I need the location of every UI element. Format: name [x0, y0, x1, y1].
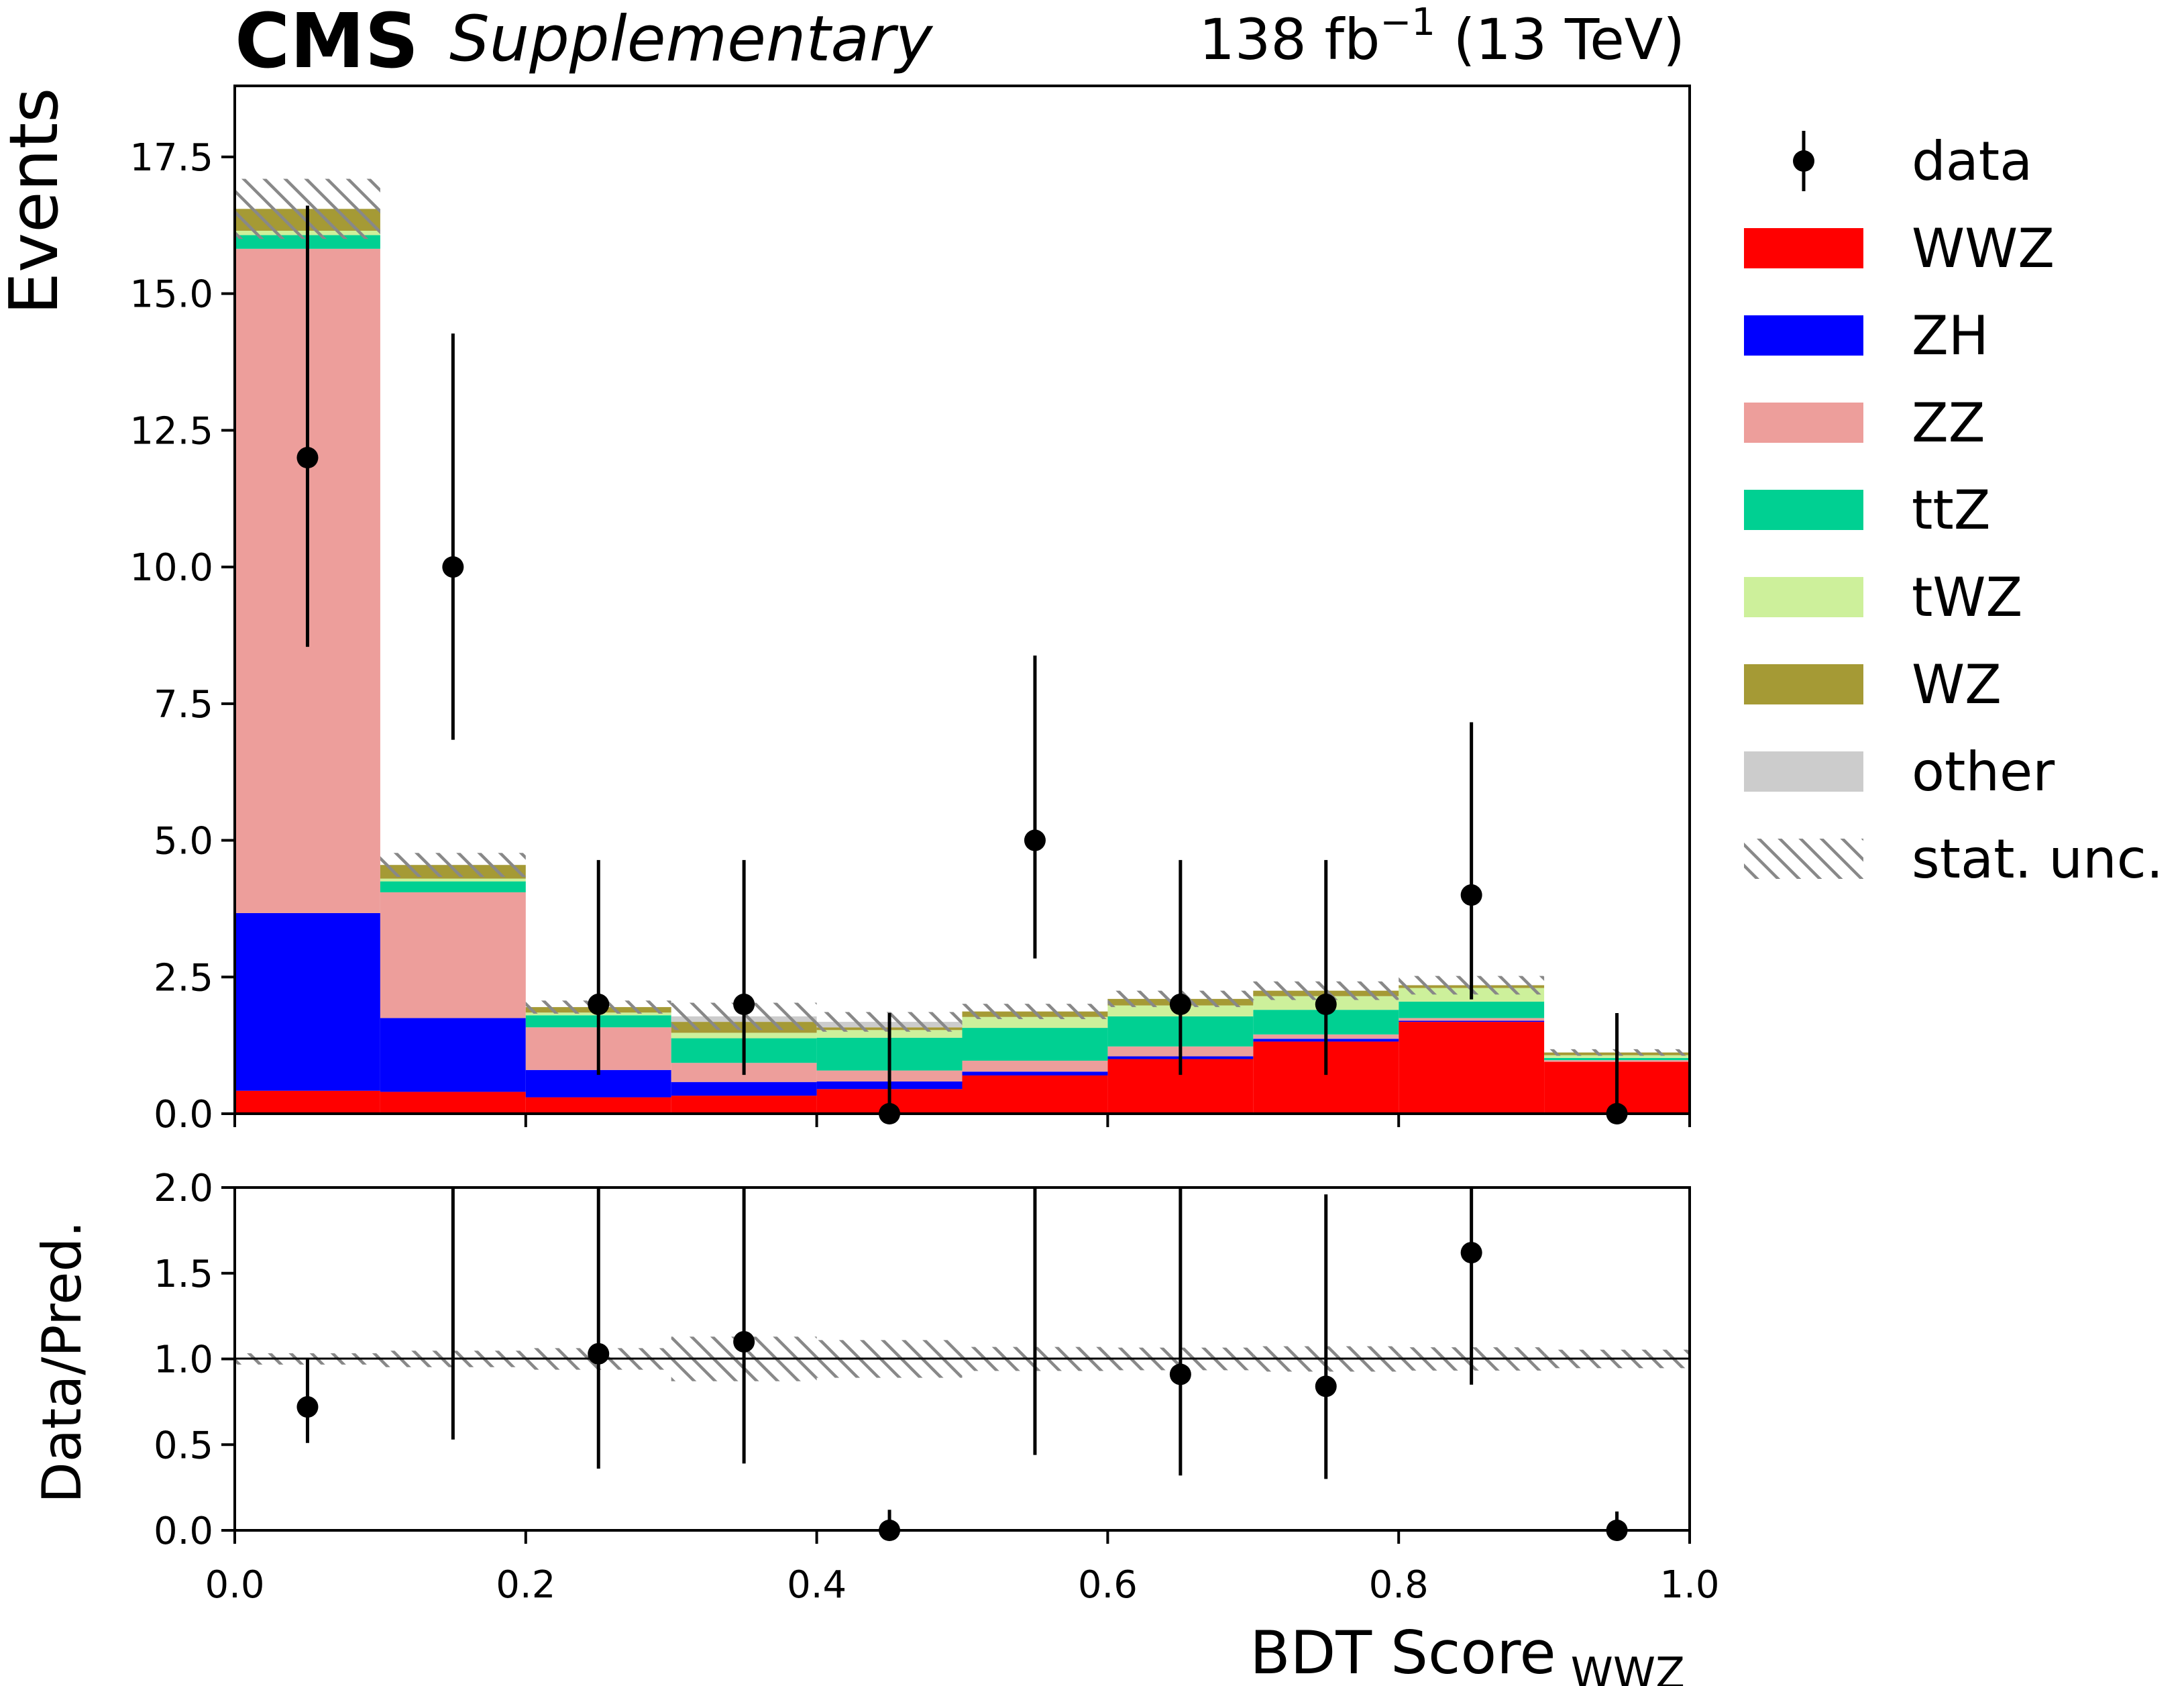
data-point-5: [1024, 829, 1046, 851]
ratio-y-tick-label: 1.0: [154, 1338, 213, 1382]
data-points: [296, 205, 1628, 1124]
bar-twz-bin-5: [962, 1016, 1108, 1029]
lumi-suffix: (13 TeV): [1435, 7, 1685, 72]
ratio-y-tick-label: 0.0: [154, 1510, 213, 1553]
ratio-y-tick-label: 1.5: [154, 1253, 213, 1296]
bar-ttz-bin-8: [1399, 1001, 1545, 1018]
x-axis-label-main: BDT Score: [1250, 1618, 1555, 1686]
legend-label-wz: WZ: [1912, 653, 2002, 716]
bar-wwz-bin-1: [380, 1092, 526, 1114]
ratio-y-tick-label: 2.0: [154, 1167, 213, 1210]
legend-label-zh: ZH: [1912, 305, 1989, 367]
legend-patch-wz: [1744, 664, 1863, 704]
y-tick-label: 7.5: [154, 683, 213, 727]
bar-wwz-bin-0: [235, 1090, 380, 1114]
x-tick-label: 0.8: [1369, 1563, 1429, 1607]
y-tick-label: 0.0: [154, 1093, 213, 1137]
legend-patch-zz: [1744, 403, 1863, 443]
ratio-point-8: [1460, 1242, 1482, 1264]
main-frame: [233, 85, 1691, 1115]
data-point-8: [1460, 884, 1482, 906]
legend-label-other: other: [1912, 741, 2055, 803]
legend: data WWZ ZH ZZ ttZ tWZ WZ other stat. unc.: [1744, 130, 2163, 890]
x-tick-label: 0.2: [496, 1563, 555, 1607]
data-point-0: [296, 447, 319, 469]
stat-unc-bin-1: [380, 853, 526, 878]
y-tick-label: 2.5: [154, 956, 213, 1000]
x-axis-label: BDT Score WWZ: [1250, 1618, 1685, 1686]
bar-wwz-bin-5: [962, 1075, 1108, 1114]
data-point-7: [1315, 994, 1337, 1016]
stat-unc-bin-5: [962, 1004, 1108, 1020]
x-tick-label: 0.4: [787, 1563, 847, 1607]
legend-label-wwz: WWZ: [1912, 217, 2055, 280]
x-axis-label-sub: WWZ: [1571, 1649, 1685, 1686]
data-point-3: [733, 994, 755, 1016]
legend-patch-twz: [1744, 577, 1863, 617]
data-point-6: [1169, 994, 1191, 1016]
bar-zz-bin-8: [1399, 1018, 1545, 1021]
ratio-point-7: [1315, 1375, 1337, 1398]
legend-patch-wwz: [1744, 228, 1863, 268]
y-tick-label: 17.5: [129, 136, 213, 180]
legend-patch-other: [1744, 751, 1863, 792]
supplementary-label: Supplementary: [449, 3, 934, 76]
legend-label-stat-unc-: stat. unc.: [1912, 828, 2163, 890]
bar-zh-bin-1: [380, 1018, 526, 1092]
x-tick-label: 1.0: [1659, 1563, 1719, 1607]
bar-wwz-bin-2: [525, 1097, 671, 1114]
legend-label-twz: tWZ: [1912, 566, 2022, 629]
lumi-exponent: −1: [1380, 1, 1435, 44]
y-tick-label: 12.5: [129, 409, 213, 453]
y-tick-label: 15.0: [129, 273, 213, 317]
bar-ttz-bin-5: [962, 1028, 1108, 1061]
lumi-prefix: 138 fb: [1199, 7, 1380, 72]
ratio-point-0: [296, 1396, 319, 1418]
x-tick-label: 0.6: [1078, 1563, 1138, 1607]
legend-label-ttz: ttZ: [1912, 479, 1991, 541]
bar-zz-bin-1: [380, 892, 526, 1018]
bar-twz-bin-1: [380, 878, 526, 882]
ratio-point-3: [733, 1330, 755, 1353]
legend-patch-stat-unc-: [1744, 839, 1863, 879]
bar-zh-bin-3: [671, 1082, 817, 1096]
legend-marker-data: [1793, 150, 1814, 172]
bar-zh-bin-8: [1399, 1020, 1545, 1022]
stacked-histogram: [235, 209, 1690, 1114]
y-tick-label: 10.0: [129, 546, 213, 590]
data-point-2: [588, 994, 610, 1016]
legend-label-zz: ZZ: [1912, 392, 1985, 454]
ratio-y-axis-label: Data/Pred.: [31, 1220, 93, 1503]
experiment-label: CMS: [235, 0, 419, 85]
bar-wwz-bin-3: [671, 1096, 817, 1114]
main-axes: 0.0 2.5 5.0 7.5 10.0 12.5 15.0 17.5: [129, 85, 1691, 1137]
data-point-1: [442, 556, 464, 578]
bar-zh-bin-0: [235, 912, 380, 1091]
bar-zh-bin-5: [962, 1071, 1108, 1075]
ratio-point-2: [588, 1342, 610, 1365]
lumi-label: 138 fb−1 (13 TeV): [1199, 1, 1685, 72]
ratio-y-tick-label: 0.5: [154, 1424, 213, 1467]
ratio-point-6: [1169, 1363, 1191, 1385]
y-tick-label: 5.0: [154, 820, 213, 863]
bar-ttz-bin-1: [380, 881, 526, 892]
bar-zz-bin-5: [962, 1060, 1108, 1072]
y-axis-label: Events: [0, 88, 73, 315]
ratio-axes: 0.0 0.5 1.0 1.5 2.0 0.0 0.2 0.4 0.6 0.8 1.0: [154, 1167, 1720, 1607]
bar-wwz-bin-8: [1399, 1022, 1545, 1114]
ratio-points: [296, 1188, 1628, 1541]
legend-patch-zh: [1744, 315, 1863, 356]
legend-label-data: data: [1912, 130, 2032, 193]
legend-patch-ttz: [1744, 490, 1863, 530]
x-tick-label: 0.0: [205, 1563, 264, 1607]
